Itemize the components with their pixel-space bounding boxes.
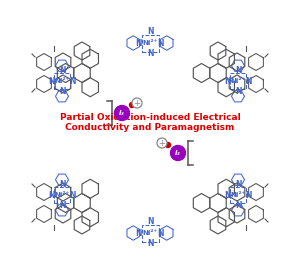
Bar <box>142 34 158 51</box>
Text: I₃: I₃ <box>119 110 125 116</box>
Text: Ni²⁺: Ni²⁺ <box>230 78 246 84</box>
Bar <box>54 73 70 89</box>
Text: N: N <box>147 240 153 249</box>
Text: N: N <box>235 201 241 210</box>
Text: N: N <box>69 191 75 199</box>
Text: +: + <box>159 138 165 147</box>
Text: N: N <box>235 66 241 75</box>
Bar <box>54 187 70 203</box>
Text: N: N <box>158 38 164 47</box>
Text: N: N <box>245 76 251 85</box>
Circle shape <box>157 138 167 148</box>
Text: N: N <box>245 191 251 199</box>
Text: Ni²⁺: Ni²⁺ <box>142 40 158 46</box>
Text: Ni²⁺: Ni²⁺ <box>142 230 158 236</box>
Bar <box>230 73 246 89</box>
Text: N: N <box>235 180 241 189</box>
Circle shape <box>170 146 185 160</box>
Text: N: N <box>49 191 55 199</box>
Text: N: N <box>59 87 65 96</box>
Circle shape <box>132 98 142 108</box>
Text: N: N <box>59 66 65 75</box>
Circle shape <box>115 105 130 121</box>
Text: N: N <box>59 180 65 189</box>
Text: N: N <box>235 87 241 96</box>
Bar <box>142 224 158 241</box>
Text: +: + <box>134 98 140 108</box>
Text: N: N <box>69 76 75 85</box>
Text: Partial Oxidation-induced Electrical: Partial Oxidation-induced Electrical <box>60 114 240 122</box>
Text: Ni²⁺: Ni²⁺ <box>54 192 70 198</box>
Text: N: N <box>158 228 164 237</box>
Text: N: N <box>147 27 153 37</box>
Text: N: N <box>136 228 142 237</box>
Bar <box>230 187 246 203</box>
Text: Ni²⁺: Ni²⁺ <box>230 192 246 198</box>
Text: I₃: I₃ <box>175 150 181 156</box>
Text: N: N <box>59 201 65 210</box>
Circle shape <box>130 102 134 108</box>
Text: N: N <box>225 191 231 199</box>
Text: Conductivity and Paramagnetism: Conductivity and Paramagnetism <box>65 124 235 133</box>
Text: Ni²⁺: Ni²⁺ <box>54 78 70 84</box>
Text: N: N <box>147 218 153 227</box>
Text: N: N <box>136 38 142 47</box>
Text: N: N <box>49 76 55 85</box>
Text: N: N <box>147 50 153 59</box>
Text: N: N <box>225 76 231 85</box>
Circle shape <box>166 143 170 147</box>
